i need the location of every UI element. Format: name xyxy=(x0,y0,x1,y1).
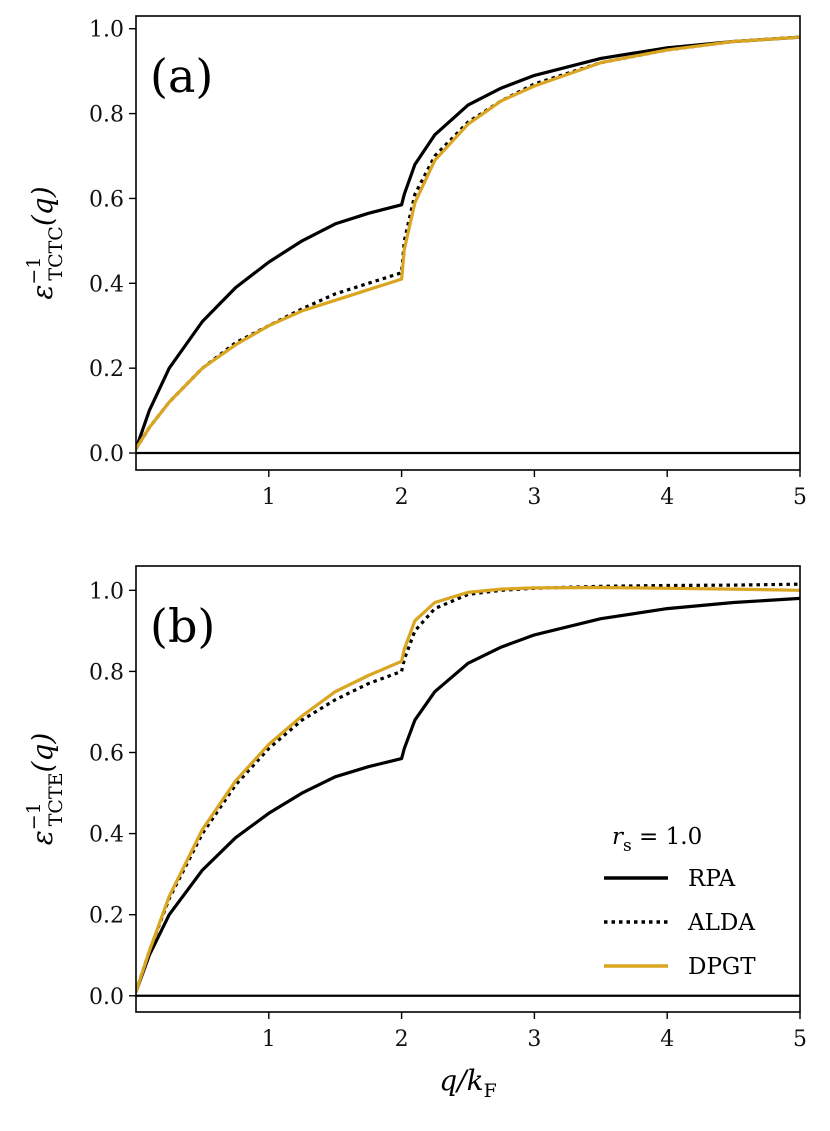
x-tick-label: 3 xyxy=(527,1027,541,1052)
y-axis-label: ε−1TCTE(q) xyxy=(23,733,67,846)
legend: rs = 1.0 RPA ALDA DPGT xyxy=(604,824,756,980)
x-tick-label: 5 xyxy=(793,485,807,510)
series-line-dpgt xyxy=(136,35,800,451)
x-tick-label: 2 xyxy=(395,485,409,510)
panel-b: 1 2 3 4 5 0.0 0.2 0.4 0.6 0.8 1.0 (b) ε−1TCTE(q) q/kF… xyxy=(23,565,807,1102)
y-tick-label: 1.0 xyxy=(89,18,124,43)
x-tick-label: 5 xyxy=(793,1027,807,1052)
y-tick-label: 0.8 xyxy=(89,103,124,128)
y-tick-label: 0.8 xyxy=(89,660,124,685)
x-tick-label: 2 xyxy=(395,1027,409,1052)
y-tick-label: 0.2 xyxy=(89,357,124,382)
series-line-rpa xyxy=(136,596,800,994)
axes-frame xyxy=(135,565,801,1013)
x-tick-label: 1 xyxy=(262,1027,276,1052)
y-tick-label: 0.6 xyxy=(89,187,124,212)
y-tick-label: 0.4 xyxy=(89,823,124,848)
y-tick-label: 0.0 xyxy=(89,442,124,467)
y-tick-label: 0.4 xyxy=(89,272,124,297)
x-tick-label: 1 xyxy=(262,485,276,510)
y-axis-label: ε−1TCTC(q) xyxy=(23,186,67,299)
panel-a: 1 2 3 4 5 0.0 0.2 0.4 0.6 0.8 1.0 (a) ε−1TCTC(q) xyxy=(23,15,807,510)
y-tick-label: 1.0 xyxy=(89,579,124,604)
series-line-rpa xyxy=(136,35,800,451)
legend-title: rs = 1.0 xyxy=(612,824,702,856)
legend-entry-alda: ALDA xyxy=(687,910,755,936)
y-tick-label: 0.6 xyxy=(89,742,124,767)
legend-entry-dpgt: DPGT xyxy=(688,954,756,980)
series-line-alda xyxy=(136,582,800,993)
panel-label: (b) xyxy=(150,599,215,653)
x-tick-label: 4 xyxy=(660,485,674,510)
axes-frame xyxy=(135,15,801,471)
panel-label: (a) xyxy=(150,49,213,103)
series-line-alda xyxy=(136,35,800,450)
x-tick-label: 4 xyxy=(660,1027,674,1052)
x-axis-label: q/kF xyxy=(439,1064,497,1102)
x-tick-label: 3 xyxy=(527,485,541,510)
y-tick-label: 0.0 xyxy=(89,985,124,1010)
y-tick-label: 0.2 xyxy=(89,904,124,929)
series-line-dpgt xyxy=(136,585,800,994)
legend-entry-rpa: RPA xyxy=(688,866,736,892)
